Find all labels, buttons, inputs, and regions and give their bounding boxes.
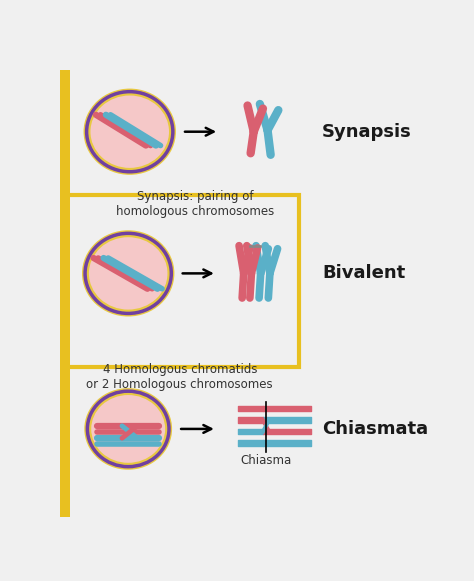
Text: Bivalent: Bivalent: [322, 264, 405, 282]
Polygon shape: [263, 417, 269, 435]
Text: Synapsis: pairing of
homologous chromosomes: Synapsis: pairing of homologous chromoso…: [116, 190, 274, 218]
Ellipse shape: [82, 230, 174, 317]
Ellipse shape: [91, 395, 165, 463]
Polygon shape: [61, 70, 70, 193]
Polygon shape: [61, 368, 70, 517]
Polygon shape: [61, 195, 70, 367]
Text: 4 Homologous chromatids
or 2 Homologous chromosomes: 4 Homologous chromatids or 2 Homologous …: [86, 363, 273, 391]
Ellipse shape: [84, 388, 172, 469]
Text: Synapsis: Synapsis: [322, 123, 412, 141]
Text: Chiasma: Chiasma: [240, 454, 292, 467]
Ellipse shape: [89, 237, 167, 310]
Ellipse shape: [91, 95, 169, 168]
Text: Chiasmata: Chiasmata: [322, 420, 428, 438]
Polygon shape: [263, 417, 269, 435]
Ellipse shape: [83, 88, 176, 175]
